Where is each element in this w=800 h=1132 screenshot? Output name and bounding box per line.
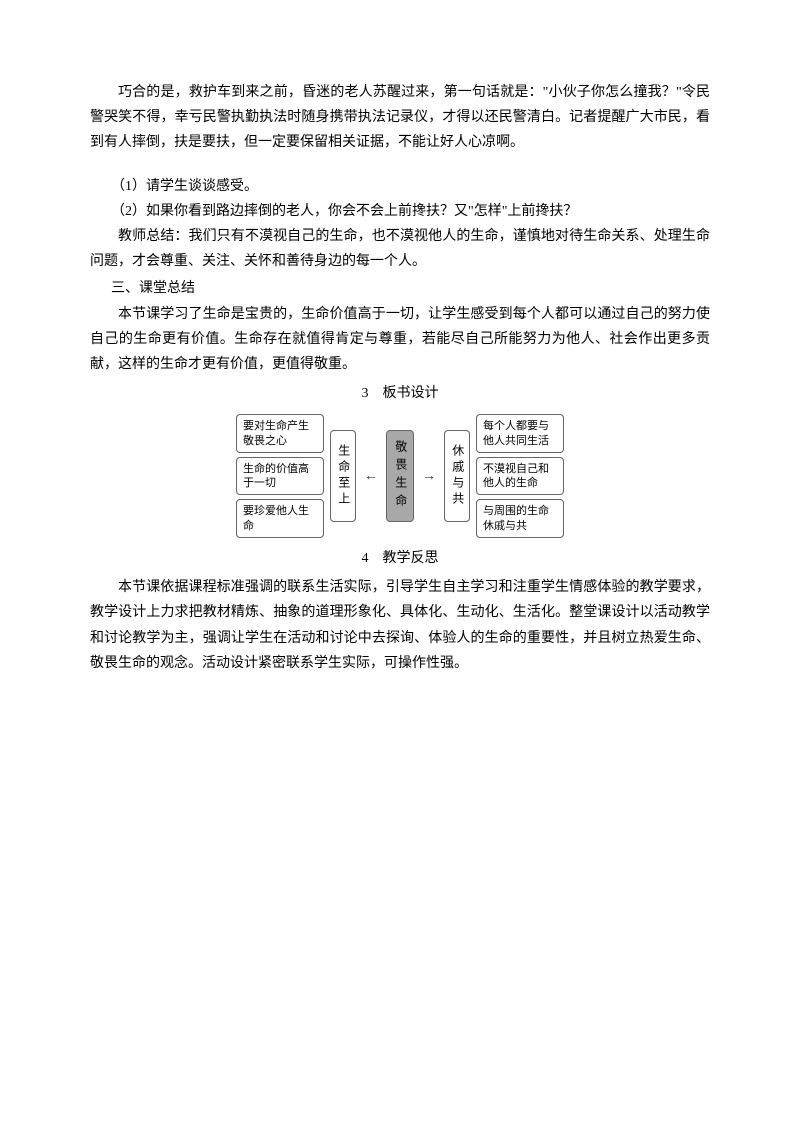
- left-box-3: 要珍爱他人生命: [236, 499, 324, 538]
- left-tall-box: 生命至上: [330, 430, 356, 522]
- left-box-2: 生命的价值高于一切: [236, 457, 324, 496]
- heading-board-design: 3 板书设计: [90, 381, 710, 406]
- section-3-body: 本节课学习了生命是宝贵的，生命价值高于一切，让学生感受到每个人都可以通过自己的努…: [90, 302, 710, 378]
- arrow-right-icon: →: [420, 464, 438, 489]
- teacher-summary: 教师总结：我们只有不漠视自己的生命，也不漠视他人的生命，谨慎地对待生命关系、处理…: [90, 224, 710, 274]
- paragraph-intro: 巧合的是，救护车到来之前，昏迷的老人苏醒过来，第一句话就是："小伙子你怎么撞我？…: [90, 80, 710, 156]
- board-design-diagram: 要对生命产生敬畏之心 生命的价值高于一切 要珍爱他人生命 生命至上 ← 敬畏生命…: [180, 414, 620, 538]
- right-box-3: 与周围的生命休戚与共: [476, 499, 564, 538]
- right-column: 每个人都要与他人共同生活 不漠视自己和他人的生命 与周围的生命休戚与共: [476, 414, 564, 538]
- reflection-body: 本节课依据课程标准强调的联系生活实际，引导学生自主学习和注重学生情感体验的教学要…: [90, 575, 710, 676]
- left-box-1: 要对生命产生敬畏之心: [236, 414, 324, 453]
- right-box-2: 不漠视自己和他人的生命: [476, 457, 564, 496]
- arrow-left-icon: ←: [362, 464, 380, 489]
- right-box-1: 每个人都要与他人共同生活: [476, 414, 564, 453]
- center-box: 敬畏生命: [386, 430, 414, 522]
- left-column: 要对生命产生敬畏之心 生命的价值高于一切 要珍爱他人生命: [236, 414, 324, 538]
- section-3-title: 三、课堂总结: [90, 276, 710, 301]
- question-2: （2）如果你看到路边摔倒的老人，你会不会上前搀扶？又"怎样"上前搀扶？: [90, 199, 710, 224]
- heading-reflection: 4 教学反思: [90, 546, 710, 571]
- question-1: （1）请学生谈谈感受。: [90, 174, 710, 199]
- spacer: [90, 158, 710, 174]
- right-tall-box: 休戚与共: [444, 430, 470, 522]
